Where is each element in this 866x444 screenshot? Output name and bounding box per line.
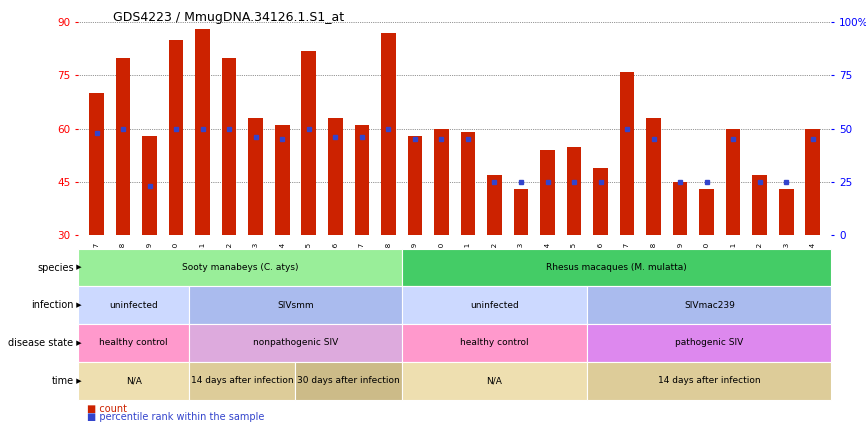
Bar (142, 136, 157, 235)
Text: uninfected: uninfected (109, 301, 158, 310)
Bar (190, 324, 402, 362)
Text: SIVmac239: SIVmac239 (684, 301, 734, 310)
Bar (301, 51, 316, 235)
Text: ■ percentile rank within the sample: ■ percentile rank within the sample (87, 412, 264, 422)
Text: 30 days after infection: 30 days after infection (297, 376, 400, 385)
Bar (328, 118, 343, 235)
Text: 14 days after infection: 14 days after infection (658, 376, 760, 385)
Bar (78, 362, 190, 400)
Text: uninfected: uninfected (470, 301, 519, 310)
Bar (593, 168, 608, 235)
Bar (78, 286, 190, 324)
Text: ▶: ▶ (74, 340, 82, 346)
Bar (488, 175, 501, 235)
Bar (222, 58, 236, 235)
Bar (402, 324, 587, 362)
Bar (169, 40, 184, 235)
Bar (402, 286, 587, 324)
Text: Sooty manabeys (C. atys): Sooty manabeys (C. atys) (182, 263, 298, 272)
Bar (381, 33, 396, 235)
Text: infection: infection (31, 300, 74, 310)
Bar (805, 129, 820, 235)
Bar (587, 324, 831, 362)
Bar (249, 118, 263, 235)
Text: healthy control: healthy control (100, 338, 168, 348)
Bar (620, 72, 635, 235)
Bar (753, 175, 767, 235)
Bar (646, 118, 661, 235)
Bar (190, 362, 295, 400)
Bar (354, 125, 369, 235)
Bar (434, 129, 449, 235)
Bar (295, 362, 402, 400)
Bar (116, 58, 131, 235)
Bar (700, 189, 714, 235)
Text: species: species (37, 262, 74, 273)
Text: pathogenic SIV: pathogenic SIV (675, 338, 743, 348)
Text: ▶: ▶ (74, 265, 82, 270)
Bar (402, 249, 831, 286)
Bar (566, 147, 581, 235)
Bar (402, 362, 587, 400)
Bar (540, 150, 555, 235)
Text: SIVsmm: SIVsmm (277, 301, 313, 310)
Text: healthy control: healthy control (460, 338, 529, 348)
Bar (78, 249, 402, 286)
Bar (461, 132, 475, 235)
Text: N/A: N/A (126, 376, 141, 385)
Bar (726, 129, 740, 235)
Bar (190, 286, 402, 324)
Text: ▶: ▶ (74, 378, 82, 384)
Bar (779, 189, 793, 235)
Bar (196, 29, 210, 235)
Bar (514, 189, 528, 235)
Bar (78, 324, 190, 362)
Bar (89, 93, 104, 235)
Bar (587, 362, 831, 400)
Text: GDS4223 / MmugDNA.34126.1.S1_at: GDS4223 / MmugDNA.34126.1.S1_at (113, 11, 344, 24)
Text: disease state: disease state (9, 338, 74, 348)
Bar (275, 125, 289, 235)
Text: Rhesus macaques (M. mulatta): Rhesus macaques (M. mulatta) (546, 263, 687, 272)
Text: N/A: N/A (487, 376, 502, 385)
Text: nonpathogenic SIV: nonpathogenic SIV (253, 338, 338, 348)
Text: ■ count: ■ count (87, 404, 126, 414)
Bar (673, 182, 688, 235)
Bar (587, 286, 831, 324)
Bar (408, 136, 422, 235)
Text: ▶: ▶ (74, 302, 82, 308)
Text: 14 days after infection: 14 days after infection (191, 376, 294, 385)
Text: time: time (51, 376, 74, 386)
